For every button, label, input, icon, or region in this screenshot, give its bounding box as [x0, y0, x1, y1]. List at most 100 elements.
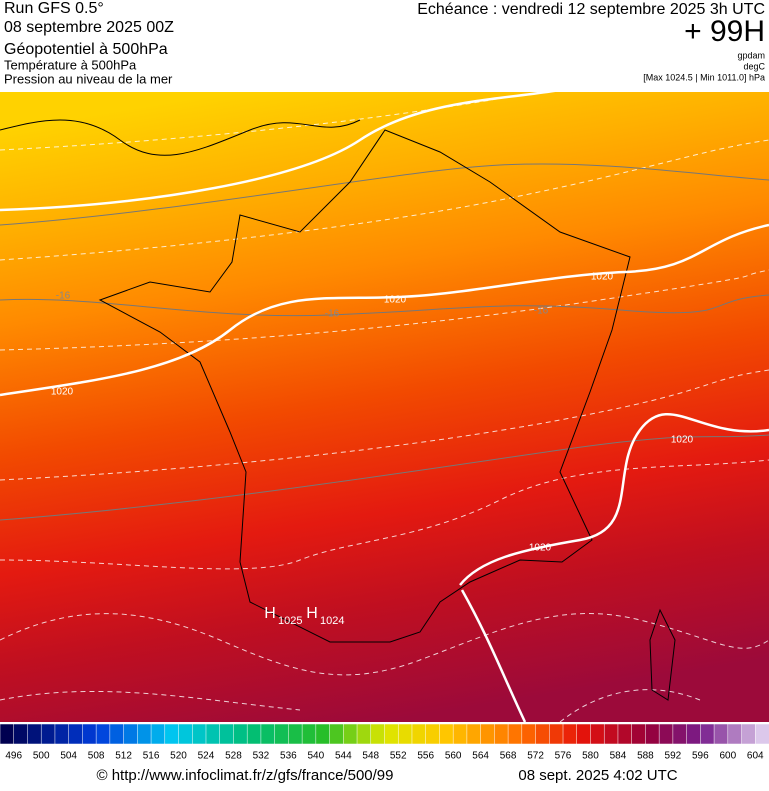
- colorbar-swatch: [741, 723, 757, 745]
- colorbar-label: 512: [115, 751, 132, 762]
- colorbar-swatch: [164, 723, 180, 745]
- isobar-label: 1020: [671, 435, 694, 446]
- corsica: [649, 608, 676, 701]
- colorbar-label: 560: [445, 751, 462, 762]
- colorbar-swatch: [233, 723, 248, 745]
- isobar-label: 1020: [51, 387, 74, 398]
- run-date: 08 septembre 2025 00Z: [4, 19, 174, 36]
- colorbar-swatch: [219, 723, 235, 745]
- colorbar: 496 500 504 508 512 516 520 524 528 532 536 540 544 5…: [0, 723, 769, 762]
- colorbar-swatch: [590, 723, 605, 745]
- colorbar-label: 544: [335, 751, 352, 762]
- temperature-label: -16: [534, 306, 549, 317]
- colorbar-label: 508: [88, 751, 105, 762]
- colorbar-swatch: [411, 723, 427, 745]
- colorbar-swatch: [315, 723, 331, 745]
- colorbar-swatch: [755, 723, 769, 745]
- unit: [Max 1024.5 | Min 1011.0] hPa: [643, 72, 765, 82]
- colorbar-label: 576: [555, 751, 572, 762]
- colorbar-swatch: [301, 723, 317, 745]
- colorbar-swatch: [40, 723, 56, 745]
- colorbar-swatch: [68, 723, 84, 745]
- colorbar-swatch: [246, 723, 262, 745]
- colorbar-label: 548: [362, 751, 379, 762]
- colorbar-swatch: [95, 723, 111, 745]
- colorbar-swatch: [603, 723, 619, 745]
- france-outline: [98, 129, 631, 643]
- run: Run GFS 0.5°: [4, 0, 104, 17]
- isobar-label: 1020: [529, 543, 552, 554]
- colorbar-swatch: [370, 723, 386, 745]
- header: Run GFS 0.5° 08 septembre 2025 00Z Géopo…: [4, 0, 766, 86]
- colorbar-swatch: [82, 723, 97, 745]
- colorbar-swatch: [727, 723, 743, 745]
- colorbar-swatch: [288, 723, 303, 745]
- colorbar-swatch: [397, 723, 413, 745]
- colorbar-label: 592: [665, 751, 682, 762]
- colorbar-swatch: [27, 723, 42, 745]
- colorbar-swatch: [356, 723, 372, 745]
- colorbar-label: 596: [692, 751, 709, 762]
- colorbar-label: 528: [225, 751, 242, 762]
- colorbar-label: 564: [472, 751, 489, 762]
- temperature-lines: [0, 163, 769, 521]
- colorbar-swatch: [494, 723, 509, 745]
- colorbar-label: 584: [610, 751, 627, 762]
- colorbar-swatch: [658, 723, 674, 745]
- colorbar-swatch: [576, 723, 592, 745]
- colorbar-label: 520: [170, 751, 187, 762]
- colorbar-label: 536: [280, 751, 297, 762]
- high-value: 1025: [278, 615, 302, 627]
- colorbar-label: 588: [637, 751, 654, 762]
- colorbar-swatch: [452, 723, 468, 745]
- map: [0, 92, 769, 722]
- colorbar-swatch: [507, 723, 523, 745]
- field: Pression au niveau de la mer: [4, 71, 173, 86]
- colorbar-swatch: [713, 723, 729, 745]
- colorbar-swatch: [466, 723, 482, 745]
- colorbar-swatch: [686, 723, 702, 745]
- colorbar-swatch: [123, 723, 139, 745]
- colorbar-label: 532: [253, 751, 270, 762]
- field: Géopotentiel à 500hPa: [4, 41, 168, 58]
- unit: degC: [743, 61, 765, 71]
- high-symbol: H: [264, 605, 276, 622]
- colorbar-swatch: [535, 723, 551, 745]
- colorbar-label: 556: [417, 751, 434, 762]
- colorbar-label: 600: [719, 751, 736, 762]
- echeance: Echéance : vendredi 12 septembre 2025 3h…: [417, 1, 765, 18]
- colorbar-swatch: [425, 723, 441, 745]
- colorbar-swatch: [480, 723, 496, 745]
- footer-time: 08 sept. 2025 4:02 UTC: [518, 767, 677, 784]
- colorbar-label: 540: [307, 751, 324, 762]
- isobar-label: 1020: [384, 295, 407, 306]
- colorbar-label: 496: [5, 751, 22, 762]
- colorbar-label: 604: [747, 751, 764, 762]
- colorbar-swatch: [205, 723, 221, 745]
- lead-time: + 99H: [684, 15, 765, 48]
- colorbar-swatch: [329, 723, 345, 745]
- isobar-label: 1020: [591, 272, 614, 283]
- colorbar-label: 552: [390, 751, 407, 762]
- colorbar-swatch: [109, 723, 125, 745]
- colorbar-label: 572: [527, 751, 544, 762]
- colorbar-swatch: [192, 723, 207, 745]
- colorbar-swatch: [549, 723, 564, 745]
- colorbar-swatch: [384, 723, 399, 745]
- colorbar-swatch: [672, 723, 688, 745]
- colorbar-swatch: [617, 723, 633, 745]
- colorbar-swatch: [700, 723, 715, 745]
- colorbar-label: 504: [60, 751, 77, 762]
- colorbar-swatch: [521, 723, 537, 745]
- field-background: [0, 92, 769, 722]
- colorbar-swatch: [631, 723, 647, 745]
- colorbar-swatch: [343, 723, 358, 745]
- colorbar-swatch: [645, 723, 660, 745]
- colorbar-label: 568: [500, 751, 517, 762]
- temperature-label: -16: [325, 309, 340, 320]
- colorbar-swatch: [54, 723, 70, 745]
- colorbar-swatch: [562, 723, 578, 745]
